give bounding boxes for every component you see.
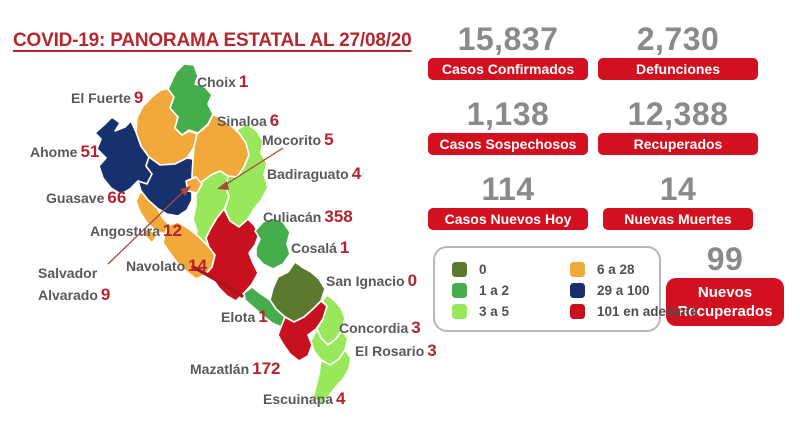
coastal-spit	[191, 265, 244, 298]
stat-casos-confirmados: 15,837 Casos Confirmados	[428, 22, 588, 80]
legend-swatch-1-a-2	[452, 282, 467, 298]
legend-swatch-29-a-100	[570, 282, 585, 298]
legend-item-29-a-100: 29 a 100	[570, 280, 674, 300]
stat-value: 1,138	[466, 96, 550, 132]
leader-line-salvador-alvarado	[107, 186, 191, 265]
sinaloa-choropleth-map	[94, 63, 352, 405]
legend-item-6-a-28: 6 a 28	[570, 259, 674, 279]
map-label-guasave: Guasave 66	[46, 188, 127, 207]
stat-value: 12,388	[627, 96, 729, 132]
map-label-concordia: Concordia 3	[339, 318, 421, 337]
map-label-el-fuerte: El Fuerte 9	[71, 88, 144, 107]
stat-nuevas-muertes: 14 Nuevas Muertes	[603, 172, 753, 230]
legend-label: 101 en adelante	[597, 303, 698, 319]
legend-item-3-a-5: 3 a 5	[452, 301, 556, 321]
map-label-mocorito: Mocorito 5	[262, 130, 334, 149]
legend-swatch-6-a-28	[570, 261, 585, 277]
region-guasave	[137, 156, 194, 217]
map-label-navolato: Navolato 14	[126, 256, 208, 275]
region-angostura-islet	[143, 226, 158, 244]
legend-item-101-en-adelante: 101 en adelante	[570, 301, 698, 321]
map-label-el-rosario: El Rosario 3	[355, 341, 437, 360]
stat-value: 2,730	[636, 21, 720, 57]
map-label-escuinapa: Escuinapa 4	[263, 389, 346, 408]
map-legend: 0 1 a 2 3 a 5 6 a 28 29 a 100 101 en ade…	[433, 246, 698, 332]
stat-badge: Nuevos Recuperados	[666, 278, 784, 326]
stat-value: 14	[659, 171, 697, 207]
map-label-sinaloa: Sinaloa 6	[217, 111, 280, 130]
map-label-san-ignacio: San Ignacio 0	[326, 271, 418, 290]
leader-line-mocorito	[217, 147, 284, 190]
stat-casos-nuevos-hoy: 114 Casos Nuevos Hoy	[428, 172, 588, 230]
legend-item-1-a-2: 1 a 2	[452, 280, 556, 300]
legend-swatch-101-en-adelante	[570, 303, 585, 319]
stat-value: 99	[706, 241, 744, 277]
region-cosala	[254, 217, 291, 270]
map-label-salvador-alvarado: Salvador Alvarado 9	[38, 265, 111, 304]
map-label-culiacan: Culiacán 358	[263, 207, 353, 226]
stat-badge: Nuevas Muertes	[603, 208, 753, 230]
map-label-cosala: Cosalá 1	[291, 238, 350, 257]
legend-label: 0	[479, 261, 487, 277]
legend-swatch-3-a-5	[452, 303, 467, 319]
region-mazatlan	[277, 300, 328, 362]
stat-value: 114	[481, 171, 535, 207]
stat-badge: Casos Confirmados	[428, 58, 588, 80]
stat-defunciones: 2,730 Defunciones	[598, 22, 758, 80]
map-label-mazatlan: Mazatlán 172	[190, 359, 281, 378]
legend-label: 3 a 5	[479, 303, 510, 319]
legend-grid: 0 1 a 2 3 a 5 6 a 28 29 a 100 101 en ade…	[452, 259, 698, 321]
stat-recuperados: 12,388 Recuperados	[598, 97, 758, 155]
stat-casos-sospechosos: 1,138 Casos Sospechosos	[428, 97, 588, 155]
map-label-elota: Elota 1	[221, 307, 268, 326]
map-label-angostura: Angostura 12	[90, 221, 182, 240]
page-title: COVID-19: PANORAMA ESTATAL AL 27/08/20	[13, 30, 412, 51]
map-label-badiraguato: Badiraguato 4	[267, 164, 362, 183]
stat-badge: Casos Sospechosos	[428, 133, 588, 155]
stat-badge: Recuperados	[598, 133, 758, 155]
map-label-choix: Choix 1	[197, 72, 249, 91]
legend-swatch-0	[452, 261, 467, 277]
legend-label: 1 a 2	[479, 282, 510, 298]
stat-nuevos-recuperados: 99 Nuevos Recuperados	[666, 242, 784, 326]
region-escuinapa	[312, 349, 352, 405]
map-label-ahome: Ahome 51	[30, 142, 100, 161]
stat-badge: Defunciones	[598, 58, 758, 80]
legend-item-0: 0	[452, 259, 556, 279]
legend-label: 6 a 28	[597, 261, 635, 277]
legend-label: 29 a 100	[597, 282, 650, 298]
stat-badge: Casos Nuevos Hoy	[428, 208, 588, 230]
stat-value: 15,837	[457, 21, 559, 57]
